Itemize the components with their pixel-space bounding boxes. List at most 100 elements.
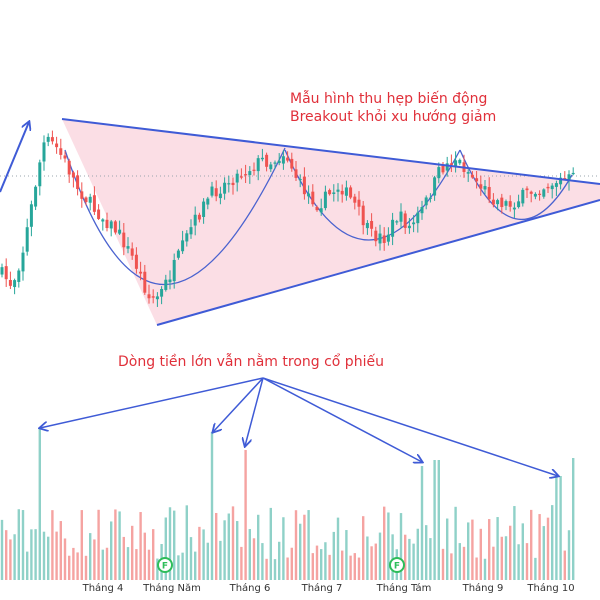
- volume-bar: [462, 546, 466, 580]
- pattern-title: Mẫu hình thu hẹp biến động: [290, 90, 487, 107]
- volume-bar: [454, 506, 457, 580]
- volume-bar: [446, 518, 449, 580]
- candle-body: [487, 186, 491, 200]
- candle-body: [21, 252, 25, 272]
- volume-bar: [38, 428, 41, 580]
- candle-body: [441, 165, 445, 173]
- volume-bar: [525, 543, 529, 580]
- candle-body: [143, 271, 147, 293]
- candle-body: [256, 158, 260, 172]
- volume-bar: [458, 543, 461, 580]
- volume-bar: [59, 521, 62, 580]
- volume-bar: [248, 529, 251, 580]
- candle-body: [391, 219, 395, 237]
- candle-body: [349, 187, 353, 198]
- candle-body: [340, 190, 344, 195]
- candle-body: [113, 221, 117, 233]
- volume-bar: [450, 553, 453, 580]
- volume-arrow-2: [213, 377, 264, 432]
- candle-body: [130, 248, 134, 256]
- candle-body: [357, 199, 361, 207]
- candle-body: [197, 214, 201, 220]
- volume-bar: [110, 521, 113, 580]
- candle-body: [101, 219, 105, 222]
- candle-body: [269, 164, 273, 170]
- volume-bar: [294, 510, 298, 580]
- volume-bar: [299, 523, 302, 580]
- volume-bar: [420, 466, 424, 580]
- candle-body: [277, 160, 281, 164]
- candlestick-series: [0, 130, 575, 307]
- candle-body: [424, 197, 428, 206]
- candle-body: [395, 221, 399, 223]
- lower-trendline: [156, 199, 600, 326]
- candle-body: [88, 196, 92, 203]
- candle-body: [244, 174, 248, 176]
- candle-body: [433, 177, 437, 196]
- volume-bar: [492, 546, 495, 580]
- volume-bar: [21, 510, 25, 580]
- candle-body: [122, 232, 126, 248]
- candle-body: [399, 211, 403, 222]
- candle-body: [483, 186, 487, 190]
- volume-bar: [189, 537, 193, 580]
- volume-bar: [559, 476, 562, 580]
- volume-bar: [244, 450, 247, 580]
- candle-body: [252, 169, 256, 171]
- candle-body: [59, 148, 63, 155]
- candle-body: [172, 259, 176, 282]
- event-badge[interactable]: F: [157, 557, 173, 573]
- candle-body: [521, 189, 525, 204]
- x-tick-label: Tháng 7: [301, 582, 343, 594]
- volume-bar: [282, 517, 285, 580]
- candle-body: [76, 175, 80, 190]
- volume-bar: [164, 517, 167, 580]
- candle-body: [71, 172, 75, 178]
- volume-bar: [362, 516, 365, 580]
- volume-bar: [198, 526, 201, 580]
- candle-body: [470, 174, 474, 178]
- candle-body: [563, 178, 567, 180]
- volume-bar: [261, 543, 264, 580]
- volume-bar: [563, 550, 566, 580]
- candle-body: [454, 160, 458, 167]
- candle-body: [559, 177, 563, 185]
- candle-body: [97, 209, 101, 219]
- volume-bars: [0, 428, 575, 580]
- candle-body: [302, 176, 306, 195]
- candle-body: [55, 143, 59, 148]
- candle-body: [168, 279, 172, 283]
- volume-bar: [5, 530, 8, 580]
- volume-bar: [572, 458, 575, 580]
- candle-body: [554, 183, 558, 187]
- volume-bar: [265, 558, 268, 580]
- x-tick-label: Tháng 4: [82, 582, 124, 594]
- x-axis: Tháng 4 Tháng Năm Tháng 6 Tháng 7 Tháng …: [82, 582, 575, 594]
- volume-bar: [483, 558, 487, 580]
- candle-body: [239, 176, 243, 178]
- volume-bar: [273, 559, 277, 580]
- candle-body: [134, 254, 138, 269]
- candle-body: [475, 178, 479, 182]
- candle-body: [449, 163, 453, 165]
- candle-body: [25, 227, 29, 252]
- candle-body: [458, 159, 462, 164]
- volume-bar: [76, 552, 79, 580]
- volume-bar: [143, 532, 146, 580]
- candle-body: [504, 201, 508, 206]
- candle-body: [403, 213, 407, 228]
- candle-body: [378, 233, 382, 244]
- event-badge[interactable]: F: [389, 557, 405, 573]
- candle-body: [420, 207, 424, 214]
- candle-body: [533, 193, 537, 197]
- volume-bar: [336, 517, 340, 580]
- volume-bar: [467, 522, 470, 580]
- candle-body: [428, 197, 432, 199]
- volume-bar: [55, 531, 58, 580]
- volume-bar: [496, 517, 499, 580]
- volume-bar: [345, 530, 348, 580]
- candle-body: [298, 178, 302, 181]
- volume-bar: [303, 514, 306, 580]
- volume-bar: [168, 507, 172, 580]
- x-tick-label: Tháng 9: [462, 582, 504, 594]
